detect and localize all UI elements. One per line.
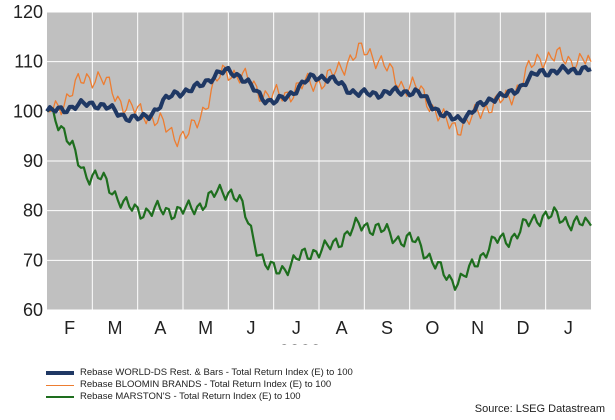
legend-swatch-bloomin: [46, 384, 74, 386]
x-tick-label: O: [425, 318, 439, 338]
legend-swatch-marstons: [46, 396, 74, 398]
y-tick-label: 120: [13, 2, 43, 22]
y-tick-label: 80: [23, 201, 43, 221]
x-tick-label: A: [154, 318, 166, 338]
y-axis-ticks: 60 70 80 90 100 110 120: [13, 2, 43, 320]
x-tick-label: M: [108, 318, 123, 338]
x-axis-label: 2023: [279, 342, 321, 345]
legend-label-world-ds: Rebase WORLD-DS Rest. & Bars - Total Ret…: [80, 367, 353, 378]
series-line-2: [46, 107, 592, 291]
y-tick-label: 110: [14, 52, 43, 72]
y-tick-label: 70: [23, 250, 43, 270]
x-tick-label: J: [292, 318, 301, 338]
x-tick-label: N: [471, 318, 484, 338]
legend-label-bloomin: Rebase BLOOMIN BRANDS - Total Return Ind…: [80, 379, 332, 390]
chart-canvas: 60 70 80 90 100 110 120 F M A M J J A S O N D J 2023: [13, 2, 592, 345]
legend-item-marstons: Rebase MARSTON'S - Total Return Index (E…: [46, 391, 353, 403]
legend-item-world-ds: Rebase WORLD-DS Rest. & Bars - Total Ret…: [46, 367, 353, 379]
x-tick-label: M: [198, 318, 213, 338]
legend: Rebase WORLD-DS Rest. & Bars - Total Ret…: [46, 367, 353, 403]
legend-swatch-world-ds: [46, 371, 74, 375]
y-tick-label: 100: [13, 101, 43, 121]
source-note: Source: LSEG Datastream: [474, 403, 605, 415]
series-lines: [45, 42, 592, 291]
series-line-0: [45, 63, 592, 124]
x-tick-label: F: [64, 318, 75, 338]
x-tick-label: A: [336, 318, 348, 338]
x-tick-label: J: [564, 318, 573, 338]
x-tick-label: D: [517, 318, 530, 338]
legend-label-marstons: Rebase MARSTON'S - Total Return Index (E…: [80, 391, 301, 402]
y-tick-label: 90: [23, 151, 43, 171]
x-tick-label: J: [247, 318, 256, 338]
y-tick-label: 60: [23, 300, 43, 320]
legend-item-bloomin: Rebase BLOOMIN BRANDS - Total Return Ind…: [46, 379, 353, 391]
x-tick-label: S: [381, 318, 393, 338]
